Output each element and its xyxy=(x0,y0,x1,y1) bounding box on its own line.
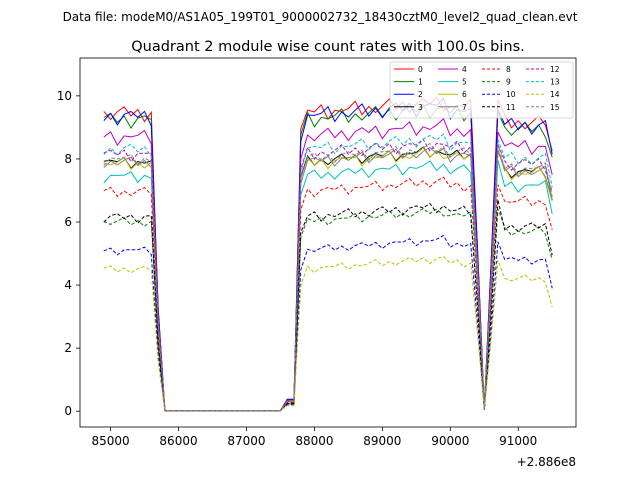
series-line-8 xyxy=(103,176,553,412)
y-tick-label: 4 xyxy=(64,278,72,292)
suptitle: Data file: modeM0/AS1A05_199T01_90000027… xyxy=(63,10,578,24)
x-tick-label: 88000 xyxy=(295,434,333,448)
plot-area-frame xyxy=(79,57,577,428)
series-line-11 xyxy=(103,199,553,412)
legend-label-0: 0 xyxy=(418,65,423,74)
legend-label-13: 13 xyxy=(550,78,560,87)
legend-label-12: 12 xyxy=(550,65,560,74)
legend-label-10: 10 xyxy=(506,90,516,99)
y-tick-label: 10 xyxy=(57,89,72,103)
legend-label-2: 2 xyxy=(418,90,423,99)
x-tick-label: 89000 xyxy=(363,434,401,448)
legend-label-1: 1 xyxy=(418,78,423,87)
series-layer xyxy=(103,96,553,412)
legend-label-9: 9 xyxy=(506,78,511,87)
series-line-14 xyxy=(103,255,553,412)
y-tick-label: 2 xyxy=(64,341,72,355)
legend-label-6: 6 xyxy=(462,90,467,99)
x-tick-label: 90000 xyxy=(431,434,469,448)
x-tick-label: 85000 xyxy=(91,434,129,448)
legend-label-4: 4 xyxy=(462,65,467,74)
legend-label-8: 8 xyxy=(506,65,511,74)
series-line-15 xyxy=(103,142,553,412)
x-offset-label: +2.886e8 xyxy=(517,455,576,469)
y-tick-label: 8 xyxy=(64,152,72,166)
y-tick-label: 0 xyxy=(64,404,72,418)
series-line-13 xyxy=(103,133,553,412)
x-tick-label: 91000 xyxy=(499,434,537,448)
axes-ticks: 85000 86000 87000 88000 89000 90000 91000 0 2 4 6 8… xyxy=(57,89,538,448)
chart-title: Quadrant 2 module wise count rates with … xyxy=(131,39,525,55)
x-tick-label: 86000 xyxy=(159,434,197,448)
legend-label-5: 5 xyxy=(462,78,467,87)
legend-frame xyxy=(389,61,574,119)
legend-label-11: 11 xyxy=(506,103,516,112)
x-tick-label: 87000 xyxy=(227,434,265,448)
legend-label-15: 15 xyxy=(550,103,560,112)
y-tick-label: 6 xyxy=(64,215,72,229)
legend-label-3: 3 xyxy=(418,103,423,112)
legend-label-7: 7 xyxy=(462,103,467,112)
legend-label-14: 14 xyxy=(550,90,560,99)
